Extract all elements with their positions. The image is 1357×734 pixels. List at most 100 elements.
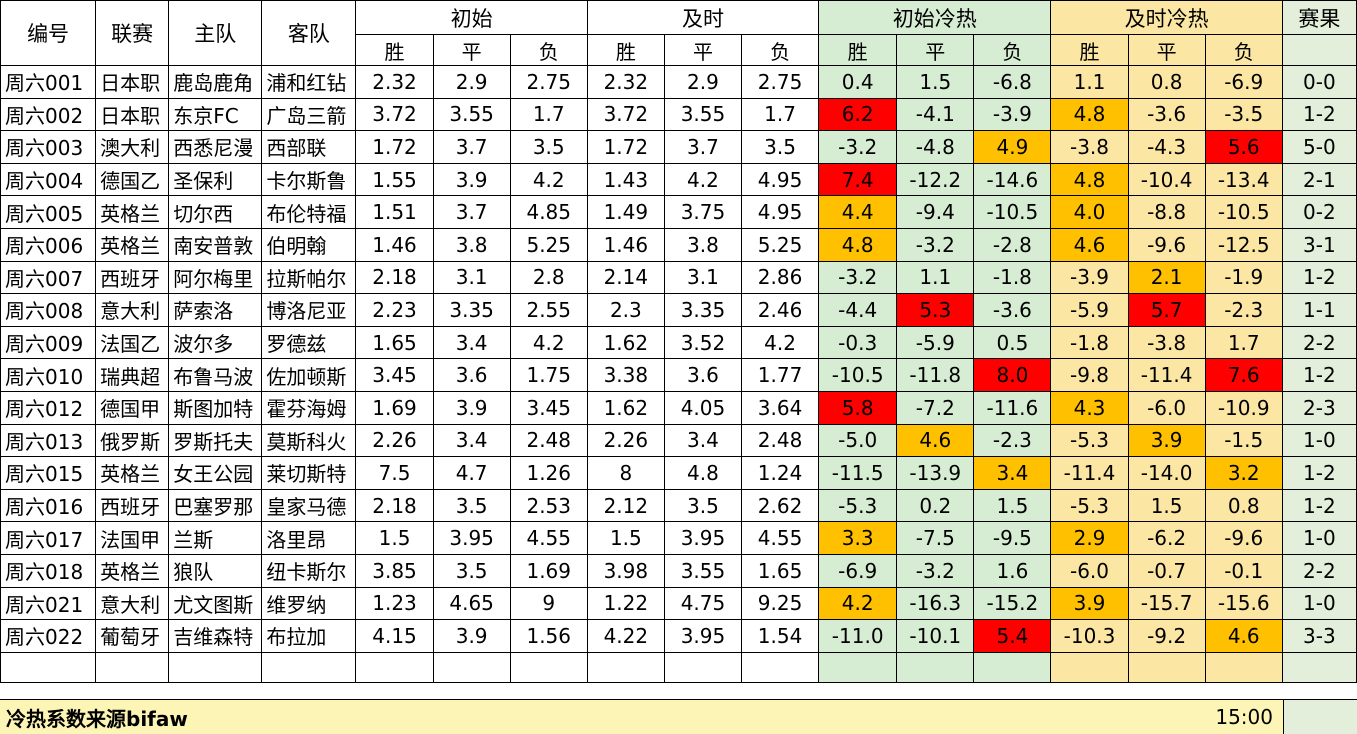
cell-result[interactable]: 0-2 (1281, 195, 1357, 229)
subheader-lheat-draw[interactable]: 平 (1127, 34, 1206, 66)
cell-iheat-draw[interactable]: -4.8 (896, 130, 975, 164)
cell-live-draw[interactable]: 2.9 (663, 65, 743, 99)
cell-lheat-loss[interactable]: -0.1 (1204, 553, 1283, 588)
cell-initial-loss[interactable]: 1.7 (509, 97, 588, 132)
cell-iheat-loss[interactable]: 8.0 (973, 358, 1052, 392)
cell-iheat-win[interactable]: 7.4 (818, 162, 898, 197)
cell-id[interactable]: 周六015 (0, 456, 97, 490)
cell-league[interactable]: 法国甲 (95, 521, 170, 555)
cell-live-draw[interactable]: 3.52 (663, 325, 743, 360)
cell-live-win[interactable]: 2.3 (586, 293, 665, 327)
cell-id[interactable]: 周六021 (0, 586, 97, 621)
cell-league[interactable]: 日本职 (95, 65, 170, 99)
empty-cell[interactable] (509, 651, 588, 683)
cell-initial-draw[interactable]: 3.7 (432, 195, 511, 229)
cell-iheat-loss[interactable]: -11.6 (973, 390, 1052, 425)
cell-lheat-loss[interactable]: 5.6 (1204, 130, 1283, 164)
empty-cell[interactable] (0, 651, 97, 683)
cell-away[interactable]: 拉斯帕尔 (261, 260, 357, 295)
cell-id[interactable]: 周六022 (0, 619, 97, 653)
cell-home[interactable]: 波尔多 (168, 325, 263, 360)
cell-initial-loss[interactable]: 2.53 (509, 488, 588, 523)
cell-league[interactable]: 法国乙 (95, 325, 170, 360)
cell-home[interactable]: 巴塞罗那 (168, 488, 263, 523)
cell-iheat-draw[interactable]: -13.9 (896, 456, 975, 490)
cell-live-win[interactable]: 1.72 (586, 130, 665, 164)
cell-league[interactable]: 澳大利 (95, 130, 170, 164)
cell-live-loss[interactable]: 3.64 (741, 390, 820, 425)
cell-result[interactable]: 1-0 (1281, 521, 1357, 555)
cell-result[interactable]: 3-1 (1281, 227, 1357, 262)
subheader-iheat-win[interactable]: 胜 (818, 34, 898, 66)
cell-lheat-draw[interactable]: 2.1 (1127, 260, 1206, 295)
cell-initial-loss[interactable]: 3.5 (509, 130, 588, 164)
cell-away[interactable]: 洛里昂 (261, 521, 357, 555)
cell-result[interactable]: 2-2 (1281, 325, 1357, 360)
cell-initial-win[interactable]: 2.18 (355, 488, 434, 523)
cell-lheat-loss[interactable]: -1.5 (1204, 423, 1283, 458)
cell-live-win[interactable]: 8 (586, 456, 665, 490)
cell-lheat-loss[interactable]: -15.6 (1204, 586, 1283, 621)
cell-initial-draw[interactable]: 3.9 (432, 390, 511, 425)
cell-live-win[interactable]: 1.43 (586, 162, 665, 197)
cell-initial-win[interactable]: 1.46 (355, 227, 434, 262)
cell-iheat-loss[interactable]: 1.5 (973, 488, 1052, 523)
subheader-initial-loss[interactable]: 负 (509, 34, 588, 66)
cell-lheat-loss[interactable]: 4.6 (1204, 619, 1283, 653)
cell-lheat-win[interactable]: 2.9 (1050, 521, 1129, 555)
cell-lheat-win[interactable]: 4.3 (1050, 390, 1129, 425)
cell-live-draw[interactable]: 3.95 (663, 521, 743, 555)
cell-iheat-loss[interactable]: -2.8 (973, 227, 1052, 262)
cell-initial-loss[interactable]: 4.85 (509, 195, 588, 229)
cell-iheat-loss[interactable]: -3.9 (973, 97, 1052, 132)
cell-lheat-win[interactable]: -5.9 (1050, 293, 1129, 327)
cell-away[interactable]: 西部联 (261, 130, 357, 164)
cell-lheat-draw[interactable]: -15.7 (1127, 586, 1206, 621)
cell-live-draw[interactable]: 3.35 (663, 293, 743, 327)
cell-initial-win[interactable]: 2.32 (355, 65, 434, 99)
cell-iheat-draw[interactable]: 4.6 (896, 423, 975, 458)
cell-iheat-win[interactable]: -5.3 (818, 488, 898, 523)
cell-lheat-win[interactable]: -10.3 (1050, 619, 1129, 653)
cell-initial-draw[interactable]: 2.9 (432, 65, 511, 99)
cell-iheat-win[interactable]: -11.0 (818, 619, 898, 653)
cell-id[interactable]: 周六009 (0, 325, 97, 360)
cell-live-win[interactable]: 4.22 (586, 619, 665, 653)
header-home[interactable]: 主队 (168, 0, 263, 66)
cell-away[interactable]: 佐加顿斯 (261, 358, 357, 392)
cell-lheat-win[interactable]: -11.4 (1050, 456, 1129, 490)
cell-live-win[interactable]: 2.26 (586, 423, 665, 458)
cell-lheat-draw[interactable]: -3.6 (1127, 97, 1206, 132)
cell-id[interactable]: 周六002 (0, 97, 97, 132)
cell-live-draw[interactable]: 4.75 (663, 586, 743, 621)
cell-lheat-loss[interactable]: -10.5 (1204, 195, 1283, 229)
cell-live-loss[interactable]: 2.46 (741, 293, 820, 327)
cell-iheat-draw[interactable]: -4.1 (896, 97, 975, 132)
cell-lheat-loss[interactable]: 1.7 (1204, 325, 1283, 360)
cell-iheat-win[interactable]: -4.4 (818, 293, 898, 327)
cell-lheat-loss[interactable]: -10.9 (1204, 390, 1283, 425)
cell-live-win[interactable]: 1.22 (586, 586, 665, 621)
cell-live-loss[interactable]: 5.25 (741, 227, 820, 262)
cell-initial-win[interactable]: 2.23 (355, 293, 434, 327)
cell-initial-loss[interactable]: 3.45 (509, 390, 588, 425)
cell-id[interactable]: 周六010 (0, 358, 97, 392)
cell-lheat-win[interactable]: 4.8 (1050, 97, 1129, 132)
cell-away[interactable]: 霍芬海姆 (261, 390, 357, 425)
cell-iheat-loss[interactable]: 5.4 (973, 619, 1052, 653)
cell-iheat-win[interactable]: 4.4 (818, 195, 898, 229)
cell-live-win[interactable]: 3.72 (586, 97, 665, 132)
cell-live-loss[interactable]: 2.86 (741, 260, 820, 295)
cell-lheat-draw[interactable]: 3.9 (1127, 423, 1206, 458)
cell-iheat-loss[interactable]: -3.6 (973, 293, 1052, 327)
cell-live-draw[interactable]: 3.75 (663, 195, 743, 229)
cell-id[interactable]: 周六004 (0, 162, 97, 197)
cell-lheat-draw[interactable]: -10.4 (1127, 162, 1206, 197)
cell-league[interactable]: 西班牙 (95, 488, 170, 523)
cell-league[interactable]: 葡萄牙 (95, 619, 170, 653)
cell-league[interactable]: 英格兰 (95, 553, 170, 588)
cell-initial-draw[interactable]: 3.9 (432, 162, 511, 197)
cell-iheat-win[interactable]: -0.3 (818, 325, 898, 360)
cell-initial-draw[interactable]: 3.6 (432, 358, 511, 392)
cell-initial-win[interactable]: 3.45 (355, 358, 434, 392)
